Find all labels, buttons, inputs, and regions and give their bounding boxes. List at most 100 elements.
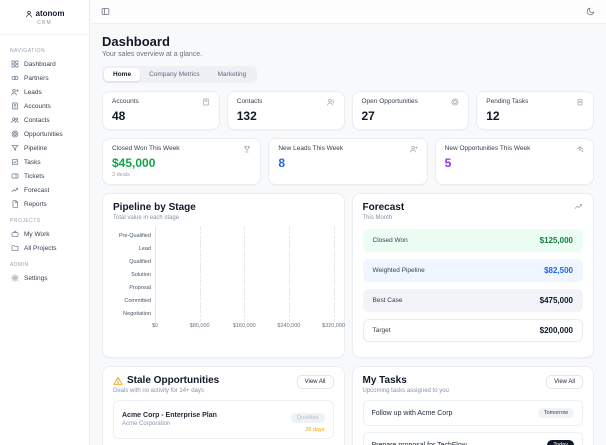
weekly-stats-row: Closed Won This Week $45,000 3 deals New… [102, 138, 594, 185]
open-opportunities-count: 27 [361, 109, 375, 123]
target-icon [451, 98, 459, 106]
sidebar: atonom CRM Navigation Dashboard Partners… [0, 0, 90, 445]
building-icon [11, 102, 19, 110]
users-icon [326, 98, 335, 106]
tasks-title: My Tasks [362, 375, 407, 386]
forecast-row-target: Target $200,000 [362, 319, 583, 342]
closed-won-week-note: 3 deals [112, 172, 130, 178]
tab-marketing[interactable]: Marketing [217, 71, 247, 78]
check-square-icon [11, 158, 19, 166]
tab-home[interactable]: Home [104, 68, 141, 81]
document-icon [11, 200, 19, 208]
forecast-title: Forecast [362, 202, 405, 213]
sidebar-nav: Navigation Dashboard Partners Leads Acco… [0, 35, 89, 291]
stat-card-pending-tasks: Pending Tasks 12 [476, 91, 594, 130]
stale-view-all-button[interactable]: View All [296, 375, 334, 389]
warning-triangle-icon [113, 376, 123, 386]
sidebar-item-forecast[interactable]: Forecast [8, 183, 81, 197]
due-badge: Tomorrow [537, 408, 574, 418]
nav-section-admin: Admin [10, 262, 29, 268]
stale-opportunities-panel: Stale Opportunities Deals with no activi… [102, 366, 345, 445]
sidebar-item-opportunities[interactable]: Opportunities [8, 127, 81, 141]
trophy-icon [243, 145, 251, 153]
sidebar-item-tickets[interactable]: Tickets [8, 169, 81, 183]
new-leads-week-value: 8 [278, 156, 286, 170]
task-item-follow-up-acme[interactable]: Follow up with Acme Corp Tomorrow [362, 400, 583, 426]
page-title: Dashboard [102, 34, 170, 49]
tab-company-metrics[interactable]: Company Metrics [149, 71, 200, 78]
users-icon [11, 116, 19, 124]
sparkles-icon [576, 145, 584, 153]
forecast-weighted-pipeline-value: $82,500 [544, 266, 573, 275]
stat-card-new-leads-week: New Leads This Week 8 [268, 138, 428, 185]
accounts-count: 48 [112, 109, 126, 123]
chart-bar-row: Pre-Qualified [113, 227, 335, 244]
sidebar-toggle-icon[interactable] [101, 7, 110, 16]
forecast-subtitle: This Month [362, 215, 393, 221]
brand-sub: CRM [37, 20, 52, 26]
forecast-row-closed-won: Closed Won $125,000 [362, 229, 583, 252]
stale-subtitle: Deals with no activity for 14+ days [113, 388, 204, 394]
top-bar [90, 0, 606, 24]
brand-logo: atonom CRM [0, 0, 89, 35]
sidebar-item-settings[interactable]: Settings [8, 271, 81, 285]
closed-won-week-value: $45,000 [112, 156, 156, 170]
my-tasks-panel: My Tasks Upcoming tasks assigned to you … [351, 366, 594, 445]
brand-logo-icon [25, 10, 33, 18]
middle-row: Pipeline by Stage Total value in each st… [102, 193, 594, 358]
chart-bar-row: Negotiation [113, 305, 335, 322]
forecast-best-case-value: $475,000 [539, 296, 573, 305]
user-plus-icon [409, 145, 418, 153]
new-opportunities-week-value: 5 [444, 156, 452, 170]
gear-icon [11, 274, 19, 282]
chart-bar-row: Proposal [113, 279, 335, 296]
handshake-icon [11, 74, 19, 82]
forecast-row-best-case: Best Case $475,000 [362, 289, 583, 312]
pipeline-bar-chart: Pre-Qualified Lead Qualified Solution Pr… [113, 227, 345, 331]
main-content: Dashboard Your sales overview at a glanc… [90, 24, 606, 445]
clipboard-icon [576, 98, 584, 106]
pipeline-chart-subtitle: Total value in each stage [113, 215, 180, 221]
sidebar-item-my-work[interactable]: My Work [8, 227, 81, 241]
stat-card-contacts: Contacts 132 [226, 91, 345, 130]
user-plus-icon [11, 88, 19, 96]
trend-line-icon [11, 186, 19, 194]
sidebar-item-contacts[interactable]: Contacts [8, 113, 81, 127]
tasks-subtitle: Upcoming tasks assigned to you [362, 388, 449, 394]
stale-item-acme[interactable]: Acme Corp - Enterprise Plan Acme Corpora… [113, 400, 334, 439]
stat-card-closed-won-week: Closed Won This Week $45,000 3 deals [102, 138, 262, 185]
forecast-row-weighted-pipeline: Weighted Pipeline $82,500 [362, 259, 583, 282]
contacts-count: 132 [236, 109, 257, 123]
due-badge: Today [547, 440, 574, 445]
forecast-rows: Closed Won $125,000 Weighted Pipeline $8… [362, 229, 583, 342]
stat-card-new-opportunities-week: New Opportunities This Week 5 [434, 138, 594, 185]
task-item-prepare-proposal-techflow[interactable]: Prepare proposal for TechFlow Today [362, 432, 583, 445]
ticket-icon [11, 172, 19, 180]
building-icon [202, 98, 210, 106]
sidebar-item-partners[interactable]: Partners [8, 71, 81, 85]
trending-up-icon [574, 202, 583, 211]
sidebar-item-dashboard[interactable]: Dashboard [8, 57, 81, 71]
nav-section-projects: Projects [10, 218, 41, 224]
sidebar-item-pipeline[interactable]: Pipeline [8, 141, 81, 155]
chart-bar-row: Solution [113, 266, 335, 283]
stale-days: 28 days [305, 427, 325, 433]
stale-title: Stale Opportunities [127, 375, 220, 386]
sidebar-item-all-projects[interactable]: All Projects [8, 241, 81, 255]
forecast-panel: Forecast This Month Closed Won $125,000 … [351, 193, 594, 358]
page-subtitle: Your sales overview at a glance. [102, 51, 203, 58]
pipeline-chart-panel: Pipeline by Stage Total value in each st… [102, 193, 345, 358]
sidebar-item-reports[interactable]: Reports [8, 197, 81, 211]
stat-card-accounts: Accounts 48 [102, 91, 220, 130]
chart-x-axis: $0 $80,000 $160,000 $240,000 $320,000 [151, 323, 345, 329]
sidebar-item-leads[interactable]: Leads [8, 85, 81, 99]
pending-tasks-count: 12 [486, 109, 500, 123]
forecast-target-value: $200,000 [539, 326, 573, 335]
theme-toggle-moon-icon[interactable] [586, 7, 595, 16]
funnel-icon [11, 144, 19, 152]
sidebar-item-tasks[interactable]: Tasks [8, 155, 81, 169]
tasks-view-all-button[interactable]: View All [546, 375, 583, 389]
sidebar-item-accounts[interactable]: Accounts [8, 99, 81, 113]
target-icon [11, 130, 19, 138]
stats-row: Accounts 48 Contacts 132 Open Opportunit… [102, 91, 594, 130]
